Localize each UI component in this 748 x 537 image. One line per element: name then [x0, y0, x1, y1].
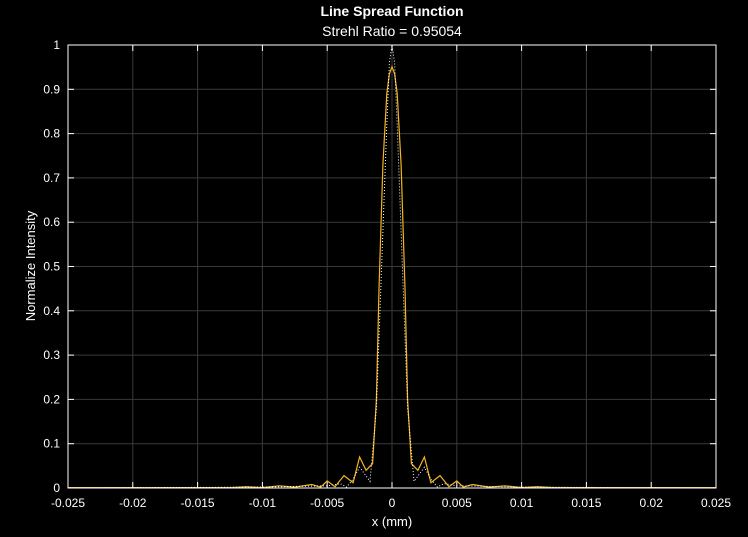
x-tick-label: 0.015 [571, 496, 601, 510]
y-tick-label: 0.7 [43, 171, 60, 185]
x-tick-label: 0.01 [510, 496, 534, 510]
y-tick-label: 0.2 [43, 392, 60, 406]
y-axis-label: Normalize Intensity [23, 210, 38, 321]
chart-subtitle: Strehl Ratio = 0.95054 [322, 23, 462, 39]
x-tick-label: 0.005 [442, 496, 472, 510]
y-tick-label: 0.8 [43, 127, 60, 141]
x-tick-label: -0.005 [310, 496, 344, 510]
y-tick-label: 0.9 [43, 82, 60, 96]
y-tick-label: 0.5 [43, 260, 60, 274]
x-tick-label: -0.02 [119, 496, 147, 510]
chart-title: Line Spread Function [320, 3, 463, 19]
y-tick-label: 0.6 [43, 215, 60, 229]
y-tick-label: 0.3 [43, 348, 60, 362]
axis-ticks: -0.025 -0.02 -0.015 -0.01 -0.005 0 0.005 0.01 0.… [43, 38, 731, 510]
x-tick-label: -0.015 [181, 496, 215, 510]
x-tick-label: 0 [389, 496, 396, 510]
x-tick-label: 0.02 [640, 496, 664, 510]
x-tick-label: -0.025 [51, 496, 85, 510]
y-tick-label: 0.4 [43, 304, 60, 318]
y-tick-label: 1 [53, 38, 60, 52]
series-line-dotted [67, 44, 717, 489]
y-tick-label: 0 [53, 481, 60, 495]
x-tick-label: 0.025 [701, 496, 731, 510]
series-layer [67, 44, 717, 489]
grid-lines [67, 44, 717, 489]
x-tick-label: -0.01 [249, 496, 277, 510]
x-axis-label: x (mm) [372, 514, 412, 529]
y-tick-label: 0.1 [43, 437, 60, 451]
